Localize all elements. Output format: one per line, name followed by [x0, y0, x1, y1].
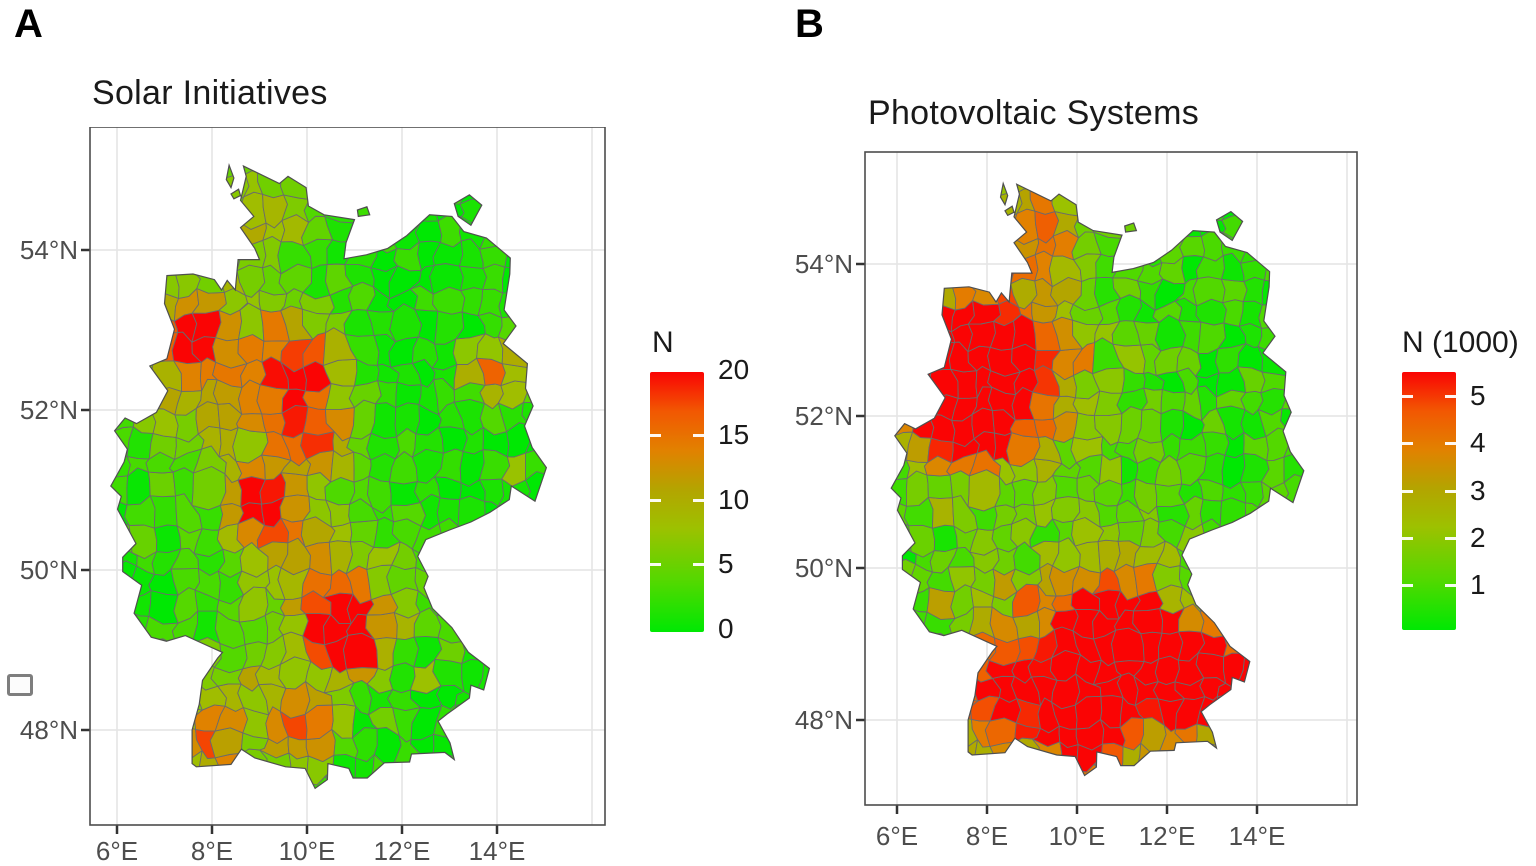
y-tick-label: 50°N	[20, 555, 78, 585]
legend-tick-dash	[1402, 584, 1413, 587]
legend-b-colorbar	[1402, 372, 1456, 630]
legend-tick-dash	[650, 433, 661, 437]
legend-tick-dash	[1402, 395, 1413, 398]
legend-a: N 20 15 10 5 0	[648, 326, 798, 656]
panel-b-label: B	[795, 2, 824, 46]
y-tick-label: 52°N	[20, 395, 78, 425]
legend-tick-dash	[1445, 584, 1456, 587]
district-cells	[891, 183, 1304, 776]
panel-border	[864, 151, 1358, 806]
legend-tick-label: 10	[718, 483, 750, 515]
legend-tick-dash	[1445, 442, 1456, 446]
x-tick-label: 6°E	[96, 836, 138, 866]
panel-border	[89, 127, 606, 826]
map-b-choropleth-germany: 6°E 8°E 10°E 12°E 14°E 54°N 52°N 50°N 48°N	[795, 151, 1358, 851]
legend-tick-dash	[650, 498, 661, 502]
legend-tick-label: 2	[1470, 521, 1486, 553]
legend-tick-dash	[693, 498, 704, 502]
x-tick-label: 10°E	[279, 836, 336, 866]
district-cells	[110, 165, 547, 789]
y-tick-label: 50°N	[795, 553, 853, 583]
x-tick-label: 14°E	[1229, 821, 1286, 851]
legend-a-title: N	[652, 326, 674, 359]
axes: 6°E 8°E 10°E 12°E 14°E 54°N 52°N 50°N 48°N	[20, 235, 525, 866]
legend-a-colorbar	[650, 372, 704, 632]
legend-tick-label: 5	[1470, 380, 1486, 411]
legend-b: N (1000) 5 4 3 2 1	[1400, 326, 1536, 656]
legend-b-title: N (1000)	[1402, 326, 1519, 359]
legend-tick-dash	[1445, 489, 1456, 493]
y-tick-label: 48°N	[20, 715, 78, 745]
legend-tick-dash	[693, 433, 704, 437]
x-tick-label: 12°E	[1139, 821, 1196, 851]
axes: 6°E 8°E 10°E 12°E 14°E 54°N 52°N 50°N 48°N	[795, 249, 1285, 851]
legend-tick-label: 1	[1470, 569, 1486, 600]
x-tick-label: 10°E	[1049, 821, 1106, 851]
panel-a-label: A	[14, 2, 43, 46]
y-tick-label: 52°N	[795, 401, 853, 431]
stray-ui-chip	[7, 674, 33, 696]
panel-a-title: Solar Initiatives	[92, 74, 328, 112]
legend-tick-label: 3	[1470, 474, 1486, 506]
legend-tick-dash	[1445, 395, 1456, 398]
y-tick-label: 54°N	[795, 249, 853, 279]
legend-tick-label: 0	[718, 613, 734, 644]
y-tick-label: 48°N	[795, 705, 853, 735]
x-tick-label: 6°E	[876, 821, 918, 851]
legend-tick-dash	[1402, 536, 1413, 540]
legend-tick-dash	[693, 563, 704, 567]
x-tick-label: 12°E	[374, 836, 431, 866]
legend-tick-label: 20	[718, 354, 750, 385]
x-tick-label: 14°E	[469, 836, 526, 866]
country-outline	[110, 163, 548, 790]
legend-tick-label: 15	[718, 418, 750, 450]
legend-tick-dash	[650, 563, 661, 567]
panel-b-title: Photovoltaic Systems	[868, 94, 1200, 132]
legend-tick-dash	[1445, 536, 1456, 540]
x-tick-label: 8°E	[966, 821, 1008, 851]
country-outline	[890, 181, 1305, 777]
map-a-choropleth-germany: 6°E 8°E 10°E 12°E 14°E 54°N 52°N 50°N 48°N	[20, 127, 606, 866]
legend-tick-label: 4	[1470, 427, 1486, 459]
x-tick-label: 8°E	[191, 836, 233, 866]
legend-tick-dash	[1402, 489, 1413, 493]
y-tick-label: 54°N	[20, 235, 78, 265]
legend-tick-dash	[1402, 442, 1413, 446]
legend-tick-label: 5	[718, 548, 734, 580]
